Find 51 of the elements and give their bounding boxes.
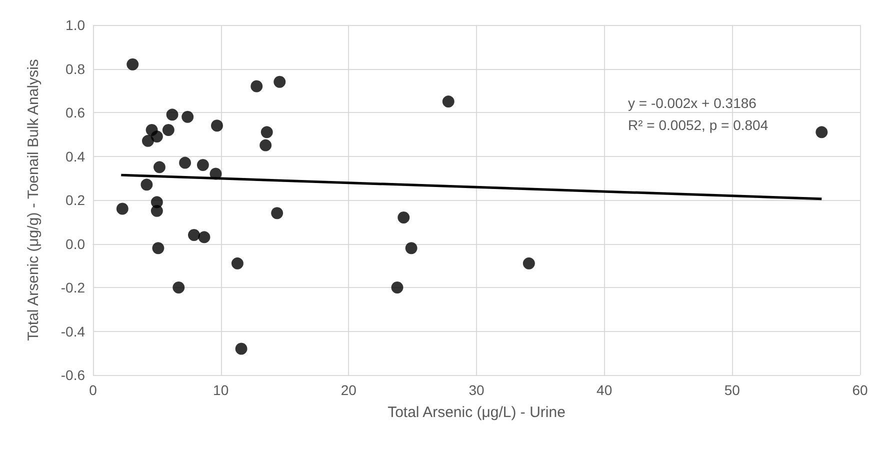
point <box>522 257 535 270</box>
y-tick-label: 1.0 <box>66 17 86 33</box>
x-tick-label: 20 <box>340 382 357 398</box>
point <box>150 130 163 143</box>
point <box>150 204 163 217</box>
point <box>405 242 418 254</box>
x-tick-label: 60 <box>852 382 868 398</box>
point <box>816 126 828 138</box>
y-tick-label: 0.8 <box>66 60 86 77</box>
y-axis-title: Total Arsenic (μg/g) - Toenail Bulk Analysis <box>25 59 42 341</box>
x-tick-label: 10 <box>213 382 229 398</box>
y-tick-label: 0.2 <box>66 192 86 208</box>
point <box>126 58 139 70</box>
x-tick-label: 40 <box>596 382 612 398</box>
annotation: R² = 0.0052, p = 0.804 <box>628 117 768 133</box>
point <box>271 207 284 220</box>
y-tick-label: 0.4 <box>66 148 86 164</box>
x-tick-label: 50 <box>724 382 740 398</box>
y-tick-label: -0.2 <box>60 280 86 296</box>
point <box>260 126 273 138</box>
point <box>182 110 194 123</box>
point <box>250 80 263 92</box>
point <box>235 342 248 355</box>
point <box>391 282 404 294</box>
point <box>153 161 166 174</box>
y-tick-label: 0.0 <box>66 236 86 252</box>
point <box>274 76 286 88</box>
annotation: y = -0.002x + 0.3186 <box>628 95 757 111</box>
point <box>152 242 164 254</box>
point <box>442 96 454 108</box>
point <box>162 124 174 136</box>
point <box>140 178 153 191</box>
x-axis-title: Total Arsenic (μg/L) - Urine <box>388 404 566 421</box>
y-tick-label: 0.6 <box>66 104 86 120</box>
point <box>398 212 410 224</box>
point <box>179 156 192 169</box>
y-tick-label: -0.6 <box>60 367 86 383</box>
point <box>166 108 178 121</box>
y-tick-label: -0.4 <box>60 323 86 340</box>
x-tick-label: 0 <box>89 382 98 398</box>
point <box>172 282 185 294</box>
point <box>211 120 223 132</box>
point <box>188 229 200 241</box>
point <box>231 257 244 270</box>
point <box>196 159 209 171</box>
x-tick-label: 30 <box>468 382 484 398</box>
point <box>198 231 210 244</box>
point <box>260 139 272 152</box>
point <box>210 168 222 180</box>
point <box>116 202 128 215</box>
point <box>142 134 154 147</box>
